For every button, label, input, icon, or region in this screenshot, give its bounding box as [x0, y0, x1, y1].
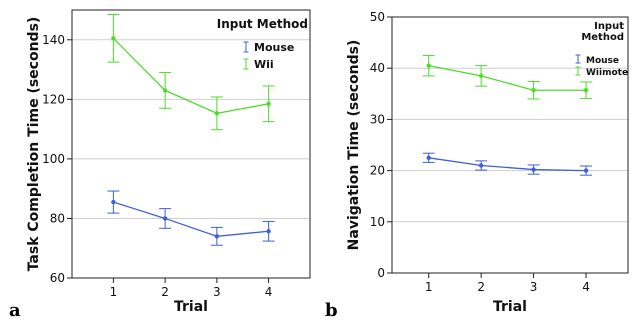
- plot-frame: [71, 9, 311, 279]
- legend-title-line: Input: [594, 21, 624, 32]
- series-mouse: [422, 152, 593, 176]
- series-wiimote: [422, 54, 593, 100]
- y-tick-label: 120: [42, 92, 65, 106]
- y-axis-title: Navigation Time (seconds): [346, 40, 362, 251]
- plot-frame: [391, 16, 629, 274]
- y-tick-label: 60: [50, 271, 65, 285]
- data-point: [111, 36, 116, 41]
- y-axis-title: Task Completion Time (seconds): [26, 17, 42, 272]
- data-point: [478, 73, 484, 79]
- data-point: [162, 88, 168, 93]
- y-tick-label: 40: [370, 61, 385, 75]
- panel-b: 0 10 20 30 40 50 1 2 3 4 Trial Navigation Time (sec…: [325, 10, 629, 320]
- series-wii: [107, 13, 275, 131]
- x-tick-label: 2: [477, 280, 485, 294]
- data-point: [531, 167, 536, 172]
- panel-label: b: [325, 300, 338, 320]
- legend-title-line: Method: [581, 32, 624, 43]
- series-line: [113, 201, 269, 237]
- legend-label: Mouse: [586, 56, 619, 66]
- x-tick-label: 3: [213, 285, 221, 299]
- data-point: [583, 88, 589, 93]
- data-point: [426, 155, 431, 160]
- panel-a: 60 80 100 120 140 1 2 3 4 Trial Task Completion Ti…: [9, 9, 311, 320]
- data-point: [478, 163, 484, 168]
- data-point: [162, 216, 168, 221]
- legend-label: Mouse: [254, 41, 294, 54]
- legend-title: Input Method: [581, 21, 624, 43]
- data-point: [583, 168, 589, 173]
- y-tick-label: 140: [42, 33, 65, 47]
- series-line: [112, 37, 269, 115]
- legend-title: Input Method: [217, 17, 308, 31]
- data-point: [426, 63, 431, 68]
- x-tick-label: 2: [161, 285, 169, 299]
- legend-label: Wiimote: [586, 68, 628, 78]
- y-tick-label: 100: [42, 152, 65, 166]
- x-tick-label: 1: [110, 285, 118, 299]
- data-point: [214, 234, 220, 239]
- y-tick-label: 10: [370, 215, 385, 229]
- y-tick-label: 80: [50, 211, 65, 225]
- data-point: [266, 101, 271, 107]
- x-axis-title: Trial: [174, 299, 208, 315]
- data-point: [266, 229, 271, 234]
- data-point: [111, 199, 116, 205]
- y-tick-label: 30: [370, 112, 385, 126]
- x-tick-label: 4: [265, 285, 273, 299]
- y-tick-label: 20: [370, 164, 385, 178]
- panel-label: a: [9, 300, 21, 320]
- x-tick-label: 1: [425, 280, 433, 294]
- x-axis-title: Trial: [493, 299, 527, 315]
- x-tick-label: 4: [582, 280, 590, 294]
- series-line: [428, 65, 587, 91]
- legend-label: Wii: [254, 58, 274, 71]
- y-tick-label: 50: [370, 10, 385, 24]
- series-line: [428, 157, 587, 172]
- y-tick-label: 0: [377, 266, 385, 280]
- data-point: [214, 111, 220, 116]
- data-point: [531, 88, 536, 93]
- x-tick-label: 3: [530, 280, 538, 294]
- series-mouse: [107, 190, 275, 246]
- legend: Input Method Mouse Wiimote: [575, 21, 628, 78]
- legend: Input Method Mouse Wii: [217, 17, 308, 71]
